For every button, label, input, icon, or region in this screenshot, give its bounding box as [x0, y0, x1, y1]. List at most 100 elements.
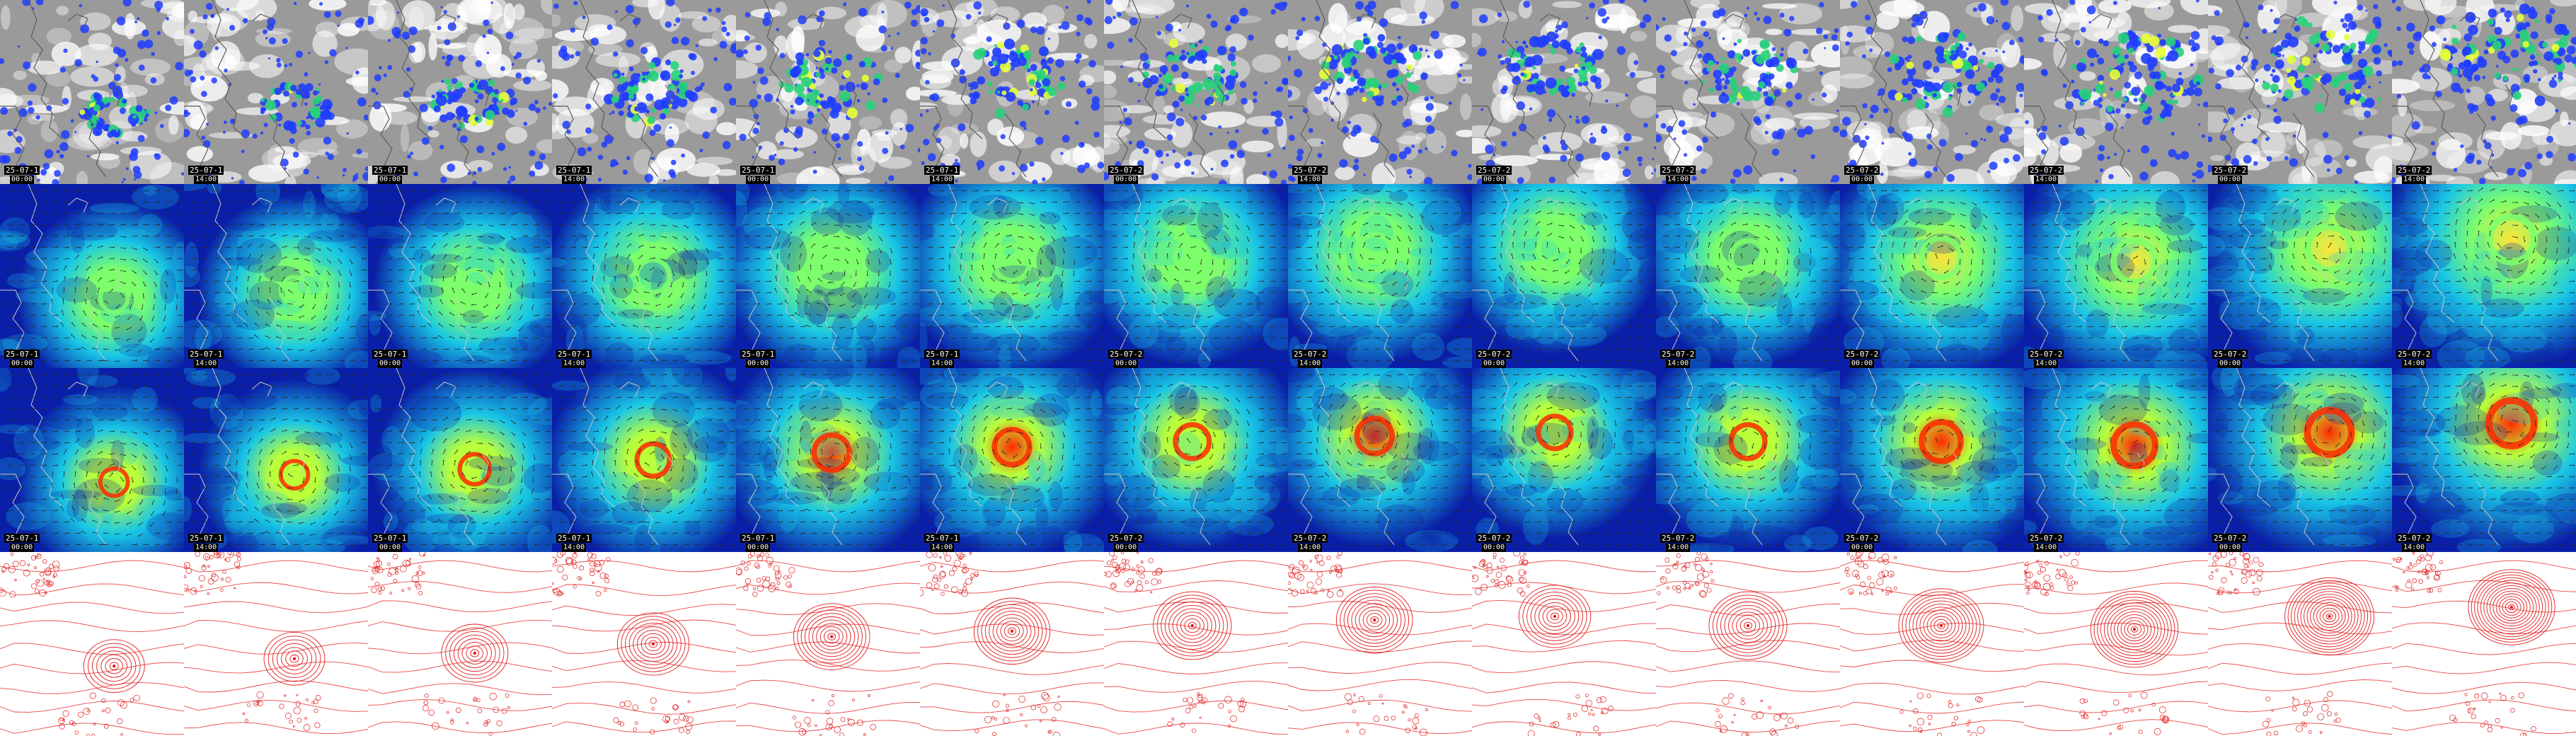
- frame-date-label: 25-07-2: [1844, 166, 1880, 175]
- frame-date-label: 25-07-2: [2396, 166, 2432, 175]
- forecast-frame-wind-moderate: 25-07-2 00:00: [1472, 184, 1656, 368]
- frame-date-label: 25-07-2: [2396, 350, 2432, 359]
- frame-image: [2024, 552, 2208, 736]
- frame-image: [1288, 0, 1472, 184]
- frame-time-label: 14:00: [2402, 176, 2427, 184]
- frame-date-label: 25-07-2: [1108, 350, 1144, 359]
- frame-date-label: 25-07-1: [372, 534, 408, 543]
- frame-image: [1656, 0, 1840, 184]
- forecast-frame-wind-strong: 25-07-2 14:00: [1288, 368, 1472, 552]
- frame-time-label: 00:00: [378, 544, 403, 552]
- frame-image: [552, 368, 736, 552]
- frame-time-label: 00:00: [2218, 176, 2243, 184]
- frame-image: [368, 368, 552, 552]
- frame-time-label: 14:00: [930, 176, 955, 184]
- frame-date-label: 25-07-1: [4, 350, 40, 359]
- frame-image: [368, 0, 552, 184]
- frame-time-label: 14:00: [194, 360, 219, 368]
- frame-time-label: 00:00: [1850, 176, 1875, 184]
- frame-time-label: 00:00: [746, 176, 771, 184]
- frame-date-label: 25-07-2: [2212, 166, 2248, 175]
- frame-date-label: 25-07-2: [2396, 534, 2432, 543]
- forecast-frame-satellite: 25-07-2 14:00: [2392, 0, 2576, 184]
- frame-time-label: 00:00: [1114, 176, 1139, 184]
- forecast-frame-wind-moderate: 25-07-1 00:00: [0, 184, 184, 368]
- frame-date-label: 25-07-2: [1108, 534, 1144, 543]
- frame-image: [1472, 368, 1656, 552]
- frame-time-label: 00:00: [1114, 360, 1139, 368]
- frame-date-label: 25-07-1: [556, 534, 592, 543]
- frame-time-label: 00:00: [10, 544, 35, 552]
- frame-image: [2392, 184, 2576, 368]
- frame-image: [920, 0, 1104, 184]
- frame-image: [1104, 184, 1288, 368]
- forecast-frame-satellite: 25-07-1 00:00: [0, 0, 184, 184]
- frame-image: [1288, 552, 1472, 736]
- frame-time-label: 00:00: [746, 544, 771, 552]
- frame-image: [1104, 552, 1288, 736]
- forecast-frame-satellite: 25-07-2 14:00: [1656, 0, 1840, 184]
- frame-time-label: 14:00: [2034, 360, 2059, 368]
- forecast-frame-satellite: 25-07-2 00:00: [1104, 0, 1288, 184]
- forecast-frame-pressure-contours: [2392, 552, 2576, 736]
- forecast-frame-wind-moderate: 25-07-1 14:00: [552, 184, 736, 368]
- frame-date-label: 25-07-2: [1292, 166, 1328, 175]
- forecast-frame-wind-moderate: 25-07-1 00:00: [368, 184, 552, 368]
- forecast-frame-satellite: 25-07-1 14:00: [184, 0, 368, 184]
- frame-image: [2208, 0, 2392, 184]
- frame-time-label: 00:00: [1850, 544, 1875, 552]
- frame-date-label: 25-07-2: [1660, 166, 1696, 175]
- frame-image: [184, 552, 368, 736]
- frame-image: [920, 368, 1104, 552]
- frame-date-label: 25-07-1: [188, 534, 224, 543]
- forecast-frame-pressure-contours: [184, 552, 368, 736]
- forecast-frame-satellite: 25-07-1 00:00: [368, 0, 552, 184]
- frame-image: [368, 552, 552, 736]
- frame-date-label: 25-07-1: [740, 350, 776, 359]
- frame-date-label: 25-07-2: [1292, 350, 1328, 359]
- frame-date-label: 25-07-2: [1660, 350, 1696, 359]
- frame-time-label: 14:00: [2034, 544, 2059, 552]
- frame-date-label: 25-07-2: [2028, 350, 2064, 359]
- frame-image: [0, 368, 184, 552]
- frame-time-label: 14:00: [930, 544, 955, 552]
- frame-image: [1656, 184, 1840, 368]
- frame-image: [1472, 0, 1656, 184]
- frame-image: [920, 552, 1104, 736]
- forecast-frame-wind-moderate: 25-07-2 00:00: [2208, 184, 2392, 368]
- forecast-frame-wind-moderate: 25-07-1 14:00: [920, 184, 1104, 368]
- frame-image: [184, 368, 368, 552]
- frame-time-label: 00:00: [1482, 360, 1507, 368]
- forecast-frame-wind-moderate: 25-07-2 00:00: [1840, 184, 2024, 368]
- forecast-frame-wind-moderate: 25-07-2 14:00: [1288, 184, 1472, 368]
- frame-date-label: 25-07-1: [556, 350, 592, 359]
- frame-time-label: 14:00: [1298, 360, 1323, 368]
- frame-image: [2208, 368, 2392, 552]
- frame-image: [552, 0, 736, 184]
- forecast-frame-wind-strong: 25-07-1 14:00: [184, 368, 368, 552]
- frame-image: [0, 0, 184, 184]
- forecast-frame-pressure-contours: [1104, 552, 1288, 736]
- frame-time-label: 14:00: [1298, 176, 1323, 184]
- forecast-frame-wind-strong: 25-07-2 14:00: [2392, 368, 2576, 552]
- frame-time-label: 00:00: [10, 360, 35, 368]
- forecast-frame-wind-strong: 25-07-2 00:00: [2208, 368, 2392, 552]
- frame-image: [2208, 184, 2392, 368]
- forecast-frame-wind-moderate: 25-07-1 00:00: [736, 184, 920, 368]
- frame-image: [736, 368, 920, 552]
- frame-image: [1656, 368, 1840, 552]
- frame-time-label: 14:00: [1666, 360, 1691, 368]
- forecast-frame-satellite: 25-07-2 14:00: [1288, 0, 1472, 184]
- frame-date-label: 25-07-2: [1292, 534, 1328, 543]
- frame-image: [2392, 552, 2576, 736]
- forecast-frame-wind-strong: 25-07-2 00:00: [1104, 368, 1288, 552]
- frame-image: [1840, 368, 2024, 552]
- forecast-frame-satellite: 25-07-1 14:00: [920, 0, 1104, 184]
- frame-image: [1840, 552, 2024, 736]
- frame-image: [552, 552, 736, 736]
- frame-date-label: 25-07-1: [372, 350, 408, 359]
- frame-image: [1288, 184, 1472, 368]
- forecast-frame-satellite: 25-07-1 14:00: [552, 0, 736, 184]
- forecast-frame-wind-moderate: 25-07-2 14:00: [2392, 184, 2576, 368]
- frame-date-label: 25-07-1: [924, 350, 960, 359]
